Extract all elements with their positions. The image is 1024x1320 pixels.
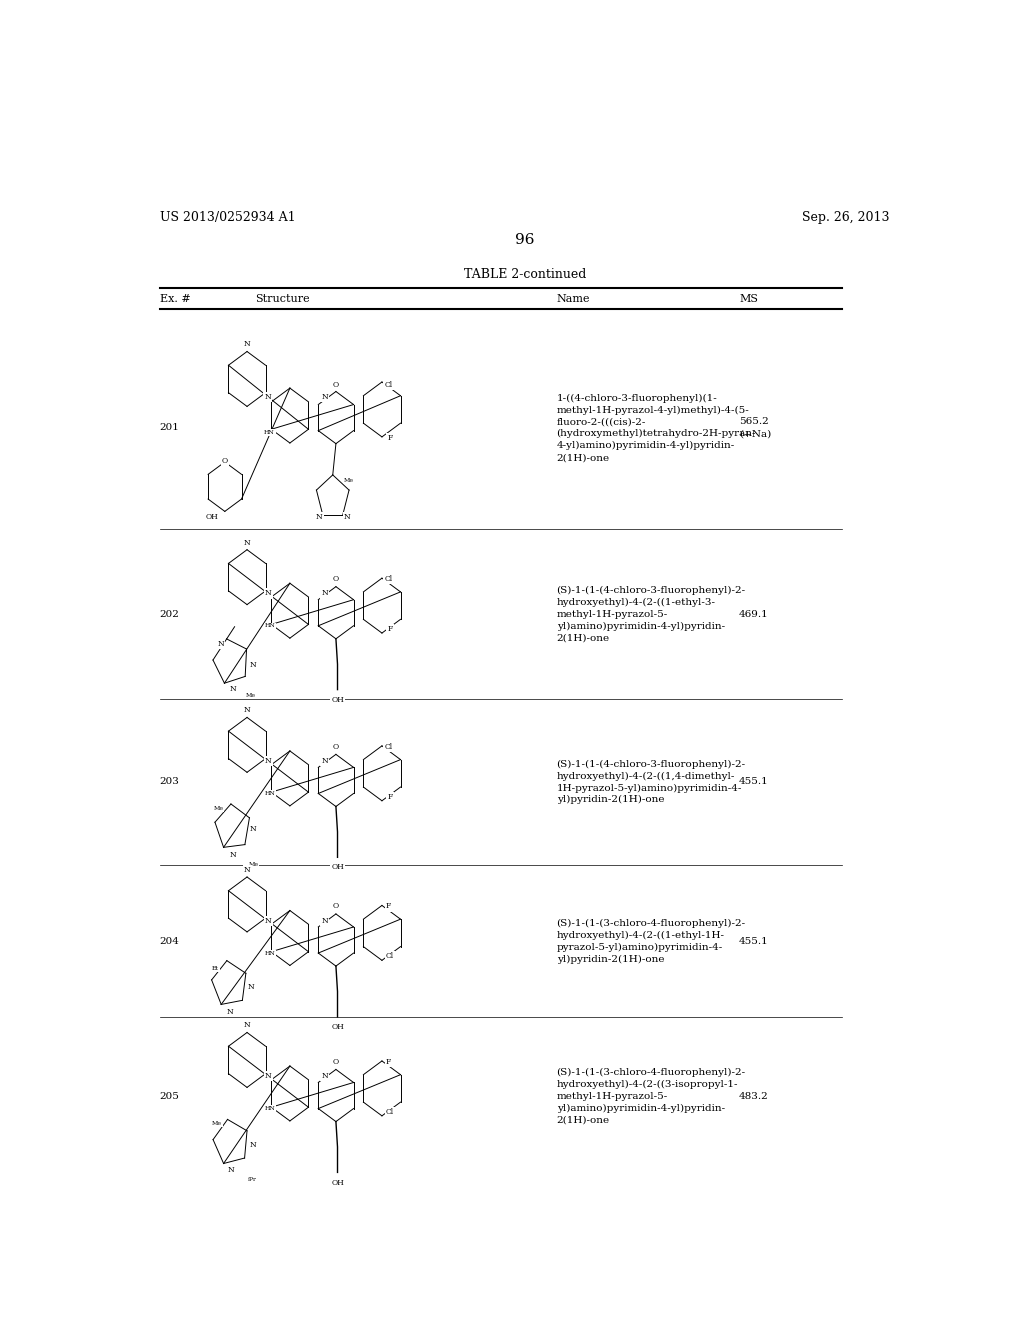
Text: N: N xyxy=(315,513,323,521)
Text: Cl: Cl xyxy=(384,576,392,583)
Text: F: F xyxy=(386,903,391,911)
Text: (S)-1-(1-(3-chloro-4-fluorophenyl)-2-
hydroxyethyl)-4-(2-((3-isopropyl-1-
methyl: (S)-1-(1-(3-chloro-4-fluorophenyl)-2- hy… xyxy=(557,1068,745,1125)
Text: TABLE 2-continued: TABLE 2-continued xyxy=(464,268,586,281)
Text: N: N xyxy=(265,916,271,925)
Text: O: O xyxy=(333,903,339,911)
Text: Name: Name xyxy=(557,293,590,304)
Text: N: N xyxy=(244,539,251,546)
Text: N: N xyxy=(264,393,271,401)
Text: 455.1: 455.1 xyxy=(739,777,769,787)
Text: Cl: Cl xyxy=(384,743,392,751)
Text: (S)-1-(1-(4-chloro-3-fluorophenyl)-2-
hydroxyethyl)-4-(2-((1,4-dimethyl-
1H-pyra: (S)-1-(1-(4-chloro-3-fluorophenyl)-2- hy… xyxy=(557,759,745,804)
Text: N: N xyxy=(229,850,237,858)
Text: N: N xyxy=(227,1166,234,1173)
Text: N: N xyxy=(322,1072,328,1080)
Text: MS: MS xyxy=(739,293,758,304)
Text: (S)-1-(1-(3-chloro-4-fluorophenyl)-2-
hydroxyethyl)-4-(2-((1-ethyl-1H-
pyrazol-5: (S)-1-(1-(3-chloro-4-fluorophenyl)-2- hy… xyxy=(557,919,745,964)
Text: Me: Me xyxy=(213,807,223,812)
Text: (S)-1-(1-(4-chloro-3-fluorophenyl)-2-
hydroxyethyl)-4-(2-((1-ethyl-3-
methyl-1H-: (S)-1-(1-(4-chloro-3-fluorophenyl)-2- hy… xyxy=(557,586,745,643)
Text: N: N xyxy=(322,393,328,401)
Text: N: N xyxy=(244,706,251,714)
Text: N: N xyxy=(322,758,328,766)
Text: N: N xyxy=(322,916,328,925)
Text: O: O xyxy=(333,381,339,389)
Text: HN: HN xyxy=(264,623,275,628)
Text: Et: Et xyxy=(212,966,219,972)
Text: HN: HN xyxy=(264,950,275,956)
Text: F: F xyxy=(387,624,392,634)
Text: Me: Me xyxy=(344,478,353,483)
Text: O: O xyxy=(333,1057,339,1067)
Text: N: N xyxy=(344,513,350,521)
Text: 483.2: 483.2 xyxy=(739,1092,769,1101)
Text: 455.1: 455.1 xyxy=(739,936,769,945)
Text: F: F xyxy=(387,434,392,442)
Text: Me: Me xyxy=(246,693,256,697)
Text: F: F xyxy=(387,793,392,801)
Text: OH: OH xyxy=(331,863,344,871)
Text: HN: HN xyxy=(264,430,274,436)
Text: N: N xyxy=(248,983,254,991)
Text: 202: 202 xyxy=(160,610,179,619)
Text: 469.1: 469.1 xyxy=(739,610,769,619)
Text: iPr: iPr xyxy=(248,1177,257,1183)
Text: N: N xyxy=(244,1022,251,1030)
Text: OH: OH xyxy=(331,696,344,704)
Text: Me: Me xyxy=(249,862,258,867)
Text: Sep. 26, 2013: Sep. 26, 2013 xyxy=(803,211,890,224)
Text: Cl: Cl xyxy=(386,952,394,960)
Text: F: F xyxy=(386,1057,391,1067)
Text: N: N xyxy=(249,660,256,668)
Text: 204: 204 xyxy=(160,936,179,945)
Text: N: N xyxy=(229,685,237,693)
Text: Structure: Structure xyxy=(255,293,309,304)
Text: N: N xyxy=(322,590,328,598)
Text: 1-((4-chloro-3-fluorophenyl)(1-
methyl-1H-pyrazol-4-yl)methyl)-4-(5-
fluoro-2-((: 1-((4-chloro-3-fluorophenyl)(1- methyl-1… xyxy=(557,393,756,462)
Text: 201: 201 xyxy=(160,424,179,432)
Text: N: N xyxy=(244,341,251,348)
Text: 565.2
(+Na): 565.2 (+Na) xyxy=(739,417,771,438)
Text: N: N xyxy=(265,1072,271,1080)
Text: N: N xyxy=(249,1142,256,1150)
Text: Ex. #: Ex. # xyxy=(160,293,190,304)
Text: Cl: Cl xyxy=(386,1107,394,1115)
Text: O: O xyxy=(222,457,228,465)
Text: N: N xyxy=(226,1008,232,1016)
Text: OH: OH xyxy=(206,513,218,521)
Text: 205: 205 xyxy=(160,1092,179,1101)
Text: N: N xyxy=(244,866,251,874)
Text: HN: HN xyxy=(264,1106,275,1111)
Text: N: N xyxy=(265,590,271,598)
Text: HN: HN xyxy=(264,791,275,796)
Text: O: O xyxy=(333,743,339,751)
Text: OH: OH xyxy=(331,1023,344,1031)
Text: Cl: Cl xyxy=(384,381,392,389)
Text: N: N xyxy=(265,758,271,766)
Text: N: N xyxy=(250,825,257,833)
Text: N: N xyxy=(217,640,224,648)
Text: US 2013/0252934 A1: US 2013/0252934 A1 xyxy=(160,211,295,224)
Text: 203: 203 xyxy=(160,777,179,787)
Text: 96: 96 xyxy=(515,232,535,247)
Text: Me: Me xyxy=(212,1122,222,1126)
Text: O: O xyxy=(333,576,339,583)
Text: OH: OH xyxy=(331,1179,344,1187)
